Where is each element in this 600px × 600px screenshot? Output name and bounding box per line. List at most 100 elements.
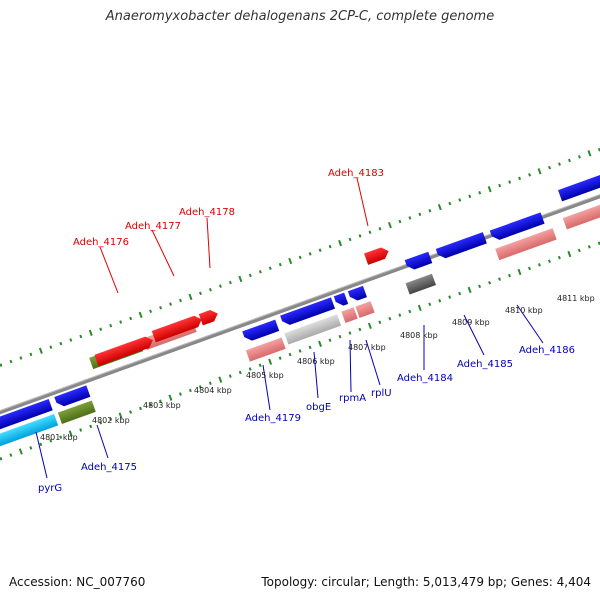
scale-tick [79,428,83,432]
gene-label-rplU[interactable]: rplU [371,388,392,399]
gene-adeh-4186-blue[interactable] [489,212,545,242]
gene-adeh-4175[interactable] [57,400,96,424]
kbp-label: 4809 kbp [452,318,490,327]
gene-label-adeh-4186[interactable]: Adeh_4186 [519,345,575,356]
scale-tick [408,309,412,314]
gene-pyrG-blue[interactable] [0,398,53,436]
gene-adeh-4185-blue[interactable] [435,232,487,260]
scale-tick [358,327,362,332]
scale-tick [547,259,551,263]
gene-obgE[interactable] [284,314,342,345]
gene-obgE-blue[interactable] [280,297,336,327]
genome-summary-text: Topology: circular; Length: 5,013,479 bp… [261,575,591,589]
scale-tick [508,273,511,278]
kbp-label: 4804 kbp [194,386,232,395]
scale-tick [528,173,532,177]
scale-tick [517,268,522,276]
gene-label-pyrG[interactable]: pyrG [38,483,62,494]
scale-tick [59,341,63,346]
scale-tick [159,399,162,404]
gene-label-adeh-4185[interactable]: Adeh_4185 [457,359,513,370]
gene-pyrG[interactable] [0,414,59,451]
gene-adeh-4175-blue[interactable] [54,385,91,408]
scale-tick [557,255,561,260]
scale-tick [368,230,372,235]
scale-tick [29,446,33,450]
gene-label-adeh-4179[interactable]: Adeh_4179 [245,413,301,424]
scale-tick [258,363,262,368]
map-title: Anaeromyxobacter dehalogenans 2CP-C, com… [105,9,495,24]
kbp-label: 4805 kbp [246,371,284,380]
scale-tick [498,277,501,281]
tick-row-top [0,147,600,367]
scale-tick [467,286,472,294]
gene-label-adeh-4178[interactable]: Adeh_4178 [179,207,235,218]
scale-tick [348,331,352,335]
gene-rplU-blue[interactable] [347,285,367,303]
gene-label-obgE[interactable]: obgE [306,402,331,413]
scale-tick [338,334,342,339]
scale-tick [328,244,332,249]
scale-tick [418,212,422,217]
gene-adeh-4177-red[interactable] [151,314,204,343]
scale-tick [268,266,272,270]
scale-tick [139,406,142,411]
gene-adeh-4176-red[interactable] [94,335,155,367]
gene-rpmA-blue[interactable] [333,292,349,308]
gene-label-adeh-4184[interactable]: Adeh_4184 [397,373,453,384]
scale-tick [478,191,482,195]
scale-tick [188,388,192,393]
scale-tick [438,298,442,303]
gene-adeh-4184-blue[interactable] [404,251,433,272]
gene-adeh-4184[interactable] [405,273,436,295]
kbp-label: 4810 kbp [505,306,543,315]
scale-tick [69,338,73,342]
forward-strand-genes [89,142,600,370]
scale-tick [417,304,422,312]
scale-tick [129,316,133,321]
scale-tick [398,219,402,224]
tick-row-bottom [0,241,600,461]
scale-tick [118,412,123,419]
scale-tick [587,150,592,157]
kbp-scale: 4801 kbp 4802 kbp 4803 kbp 4804 kbp 4805… [40,294,595,442]
scale-tick [508,180,512,184]
scale-tick [228,280,232,285]
scale-tick [558,162,561,166]
scale-tick [9,453,13,457]
scale-tick [149,309,153,314]
scale-tick [119,320,123,324]
scale-tick [0,363,3,367]
gene-adeh-4179-pink[interactable] [245,337,286,362]
gene-forward-right[interactable] [558,142,600,202]
gene-rplU[interactable] [355,301,375,318]
scale-tick [178,392,182,396]
scale-tick [308,345,312,350]
scale-tick [109,417,113,421]
gene-rpmA[interactable] [341,307,358,323]
kbp-label: 4808 kbp [400,331,438,340]
gene-label-adeh-4183[interactable]: Adeh_4183 [328,168,384,179]
scale-tick [518,176,522,181]
scale-tick [487,186,492,193]
gene-adeh-4179[interactable] [242,319,280,343]
accession-text: Accession: NC_007760 [9,575,146,589]
gene-reverse-right[interactable] [562,169,600,230]
gene-label-adeh-4175[interactable]: Adeh_4175 [81,462,137,473]
gene-label-adeh-4177[interactable]: Adeh_4177 [125,221,181,232]
gene-adeh-4185[interactable] [495,228,557,261]
scale-tick [79,334,83,339]
scale-tick [149,403,152,407]
scale-tick [338,239,343,247]
gene-adeh-4183[interactable] [364,245,391,265]
gene-label-adeh-4176[interactable]: Adeh_4176 [73,237,129,248]
gene-adeh-4178[interactable] [198,308,220,326]
scale-tick [258,270,262,274]
gene-labels: Adeh_4176 Adeh_4177 Adeh_4178 Adeh_4183 … [38,168,575,494]
scale-tick [318,248,322,252]
scale-tick [238,275,243,283]
scale-tick [59,435,63,439]
gene-label-rpmA[interactable]: rpmA [339,393,366,404]
scale-tick [198,385,202,389]
